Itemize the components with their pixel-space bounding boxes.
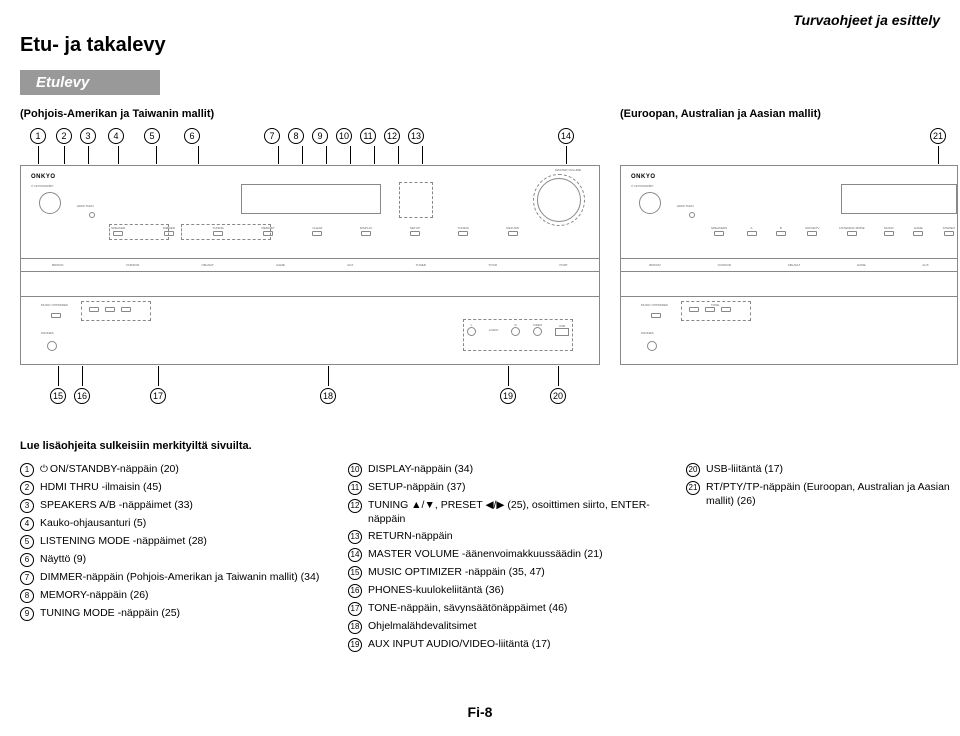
ref-item-5: 5LISTENING MODE -näppäimet (28) bbox=[20, 534, 320, 549]
ref-11: 11 bbox=[360, 128, 376, 144]
ref-15: 15 bbox=[50, 388, 66, 404]
ref-14: 14 bbox=[558, 128, 574, 144]
ref-numbers-top-left: 12345678910111213 bbox=[30, 128, 490, 146]
intro-line: Lue lisäohjeita sulkeisiin merkityiltä s… bbox=[20, 440, 252, 452]
ref-16: 16 bbox=[74, 388, 90, 404]
ref-4: 4 bbox=[108, 128, 124, 144]
ref-19: 19 bbox=[500, 388, 516, 404]
ref-item-4: 4Kauko-ohjausanturi (5) bbox=[20, 516, 320, 531]
section-tab: Etulevy bbox=[20, 70, 160, 95]
brand-right: ONKYO bbox=[631, 174, 656, 180]
reference-columns: 1ON/STANDBY-näppäin (20) 2HDMI THRU -ilma… bbox=[20, 462, 940, 655]
ref-item-11: 11SETUP-näppäin (37) bbox=[348, 480, 658, 495]
ref-item-9: 9TUNING MODE -näppäin (25) bbox=[20, 606, 320, 621]
safety-header: Turvaohjeet ja esittely bbox=[793, 12, 940, 28]
ref-18: 18 bbox=[320, 388, 336, 404]
ref-item-21: 21RT/PTY/TP-näppäin (Euroopan, Australia… bbox=[686, 480, 956, 508]
ref-17: 17 bbox=[150, 388, 166, 404]
ref-8: 8 bbox=[288, 128, 304, 144]
ref-item-14: 14MASTER VOLUME -äänenvoimakkuussäädin (… bbox=[348, 547, 658, 562]
ref-item-16: 16PHONES-kuulokeliitäntä (36) bbox=[348, 583, 658, 598]
ref-item-2: 2HDMI THRU -ilmaisin (45) bbox=[20, 480, 320, 495]
subtitle-right: (Euroopan, Australian ja Aasian mallit) bbox=[620, 108, 821, 120]
ref-20: 20 bbox=[550, 388, 566, 404]
ref-item-7: 7DIMMER-näppäin (Pohjois-Amerikan ja Tai… bbox=[20, 570, 320, 585]
ref-item-19: 19AUX INPUT AUDIO/VIDEO-liitäntä (17) bbox=[348, 637, 658, 652]
device-left: ONKYO ⏻ ON/STANDBY HDMI THRU MASTER VOLU… bbox=[20, 165, 600, 365]
ref-item-13: 13RETURN-näppäin bbox=[348, 529, 658, 544]
ref-item-1: 1ON/STANDBY-näppäin (20) bbox=[20, 462, 320, 477]
ref-item-6: 6Näyttö (9) bbox=[20, 552, 320, 567]
ref-item-15: 15MUSIC OPTIMIZER -näppäin (35, 47) bbox=[348, 565, 658, 580]
ref-6: 6 bbox=[184, 128, 200, 144]
ref-item-17: 17TONE-näppäin, sävynsäätönäppäimet (46) bbox=[348, 601, 658, 616]
column-1: 1ON/STANDBY-näppäin (20) 2HDMI THRU -ilma… bbox=[20, 462, 320, 655]
device-right: ONKYO ⏻ ON/STANDBY HDMI THRU SPEAKERSABM… bbox=[620, 165, 958, 365]
ref-2: 2 bbox=[56, 128, 72, 144]
ref-item-18: 18Ohjelmalähdevalitsimet bbox=[348, 619, 658, 634]
ref-3: 3 bbox=[80, 128, 96, 144]
brand-left: ONKYO bbox=[31, 174, 56, 180]
ref-item-12: 12TUNING ▲/▼, PRESET ◀/▶ (25), osoittime… bbox=[348, 498, 658, 526]
ref-1: 1 bbox=[30, 128, 46, 144]
ref-10: 10 bbox=[336, 128, 352, 144]
ref-item-10: 10DISPLAY-näppäin (34) bbox=[348, 462, 658, 477]
ref-12: 12 bbox=[384, 128, 400, 144]
page-title: Etu- ja takalevy bbox=[20, 34, 166, 57]
ref-numbers-bottom-left: 15 16 17 18 19 20 bbox=[30, 388, 590, 406]
page-number: Fi-8 bbox=[0, 704, 960, 720]
ref-item-20: 20USB-liitäntä (17) bbox=[686, 462, 956, 477]
column-2: 10DISPLAY-näppäin (34) 11SETUP-näppäin (3… bbox=[348, 462, 658, 655]
ref-13: 13 bbox=[408, 128, 424, 144]
ref-7: 7 bbox=[264, 128, 280, 144]
ref-21: 21 bbox=[930, 128, 946, 144]
ref-5: 5 bbox=[144, 128, 160, 144]
ref-9: 9 bbox=[312, 128, 328, 144]
subtitle-left: (Pohjois-Amerikan ja Taiwanin mallit) bbox=[20, 108, 214, 120]
ref-item-8: 8MEMORY-näppäin (26) bbox=[20, 588, 320, 603]
ref-item-3: 3SPEAKERS A/B -näppäimet (33) bbox=[20, 498, 320, 513]
column-3: 20USB-liitäntä (17) 21RT/PTY/TP-näppäin (… bbox=[686, 462, 956, 655]
